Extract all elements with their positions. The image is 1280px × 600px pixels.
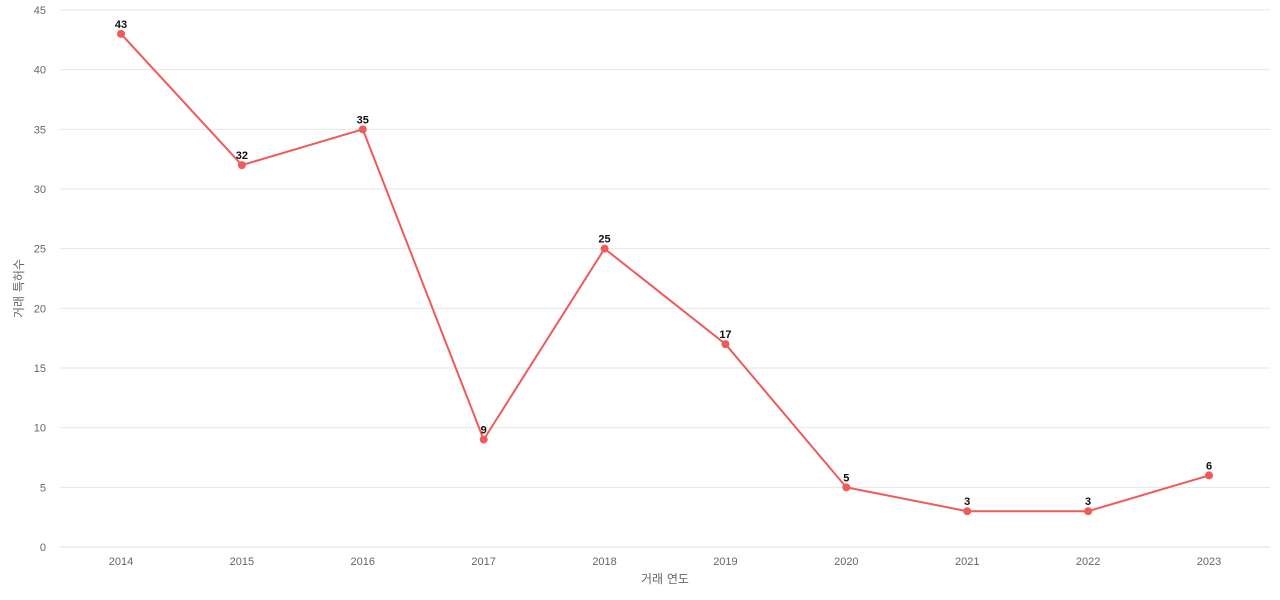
data-point[interactable] [237,161,246,170]
y-tick-label: 15 [34,363,46,375]
x-tick-label: 2019 [713,556,737,568]
data-label: 17 [719,329,731,341]
data-point[interactable] [842,483,851,492]
x-tick-label: 2014 [109,556,133,568]
x-tick-label: 2021 [955,556,979,568]
data-label: 3 [1085,496,1091,508]
y-axis-ticks: 0 5 10 15 20 25 30 35 40 45 [34,5,46,554]
data-point[interactable] [600,244,609,253]
x-axis-title: 거래 연도 [641,572,689,586]
data-label: 32 [236,150,248,162]
data-point[interactable] [479,435,488,444]
grid-lines [60,9,1270,488]
y-tick-label: 5 [40,482,46,494]
y-tick-label: 35 [34,124,46,136]
data-label: 9 [481,425,487,437]
data-point[interactable] [963,507,972,516]
data-label: 35 [357,114,369,126]
series-line [120,33,1210,513]
y-tick-label: 10 [34,423,46,435]
x-axis-ticks: 2014 2015 2016 2017 2018 2019 2020 2021 2022 2023 [109,556,1221,568]
y-tick-label: 45 [34,5,46,17]
x-tick-label: 2022 [1076,556,1100,568]
data-label: 25 [598,234,610,246]
data-label: 43 [115,19,127,31]
data-point[interactable] [1084,507,1093,516]
data-label: 3 [964,496,970,508]
y-tick-label: 0 [40,542,46,554]
x-tick-label: 2018 [592,556,616,568]
y-tick-label: 25 [34,244,46,256]
data-label: 6 [1206,460,1212,472]
data-points [117,29,1213,516]
y-tick-label: 30 [34,184,46,196]
y-axis-title: 거래 특허수 [12,259,26,318]
x-tick-label: 2023 [1197,556,1221,568]
data-point[interactable] [1205,471,1213,480]
data-point[interactable] [358,125,367,134]
data-labels: 43 32 35 9 25 17 5 3 3 6 [115,19,1212,508]
data-point[interactable] [117,29,125,38]
x-tick-label: 2017 [471,556,495,568]
y-tick-label: 40 [34,65,46,77]
data-label: 5 [843,472,849,484]
x-tick-label: 2015 [230,556,254,568]
x-tick-label: 2016 [351,556,375,568]
data-point[interactable] [721,340,730,349]
y-tick-label: 20 [34,303,46,315]
x-tick-label: 2020 [834,556,858,568]
